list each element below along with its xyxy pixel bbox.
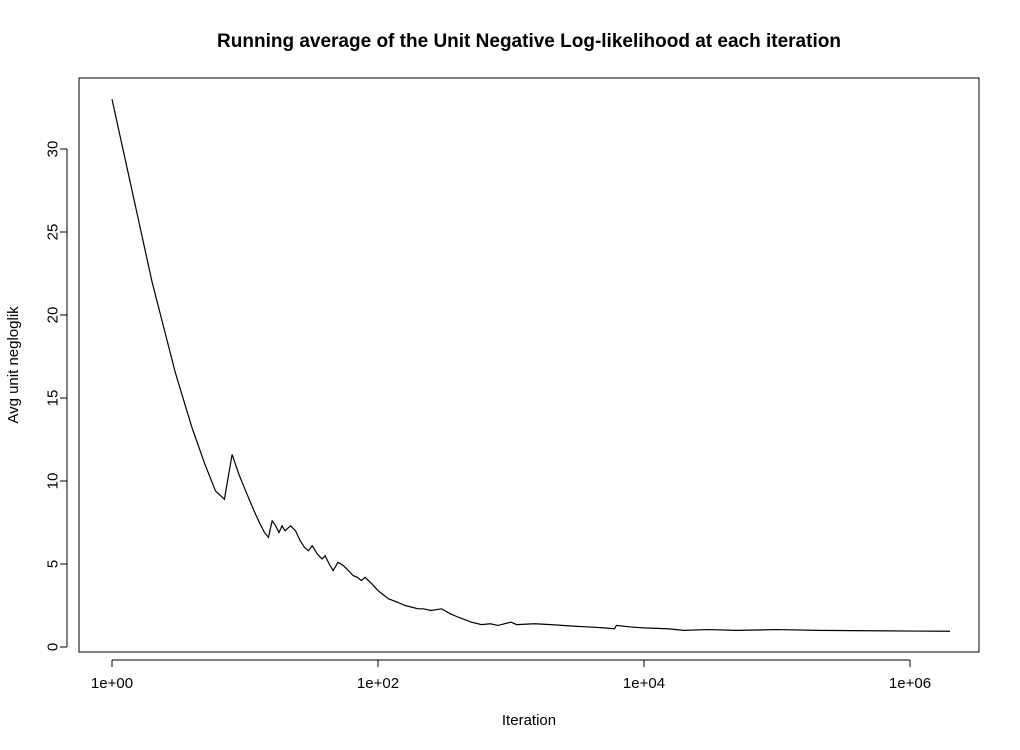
x-tick-label-2: 1e+04 [623, 675, 665, 692]
x-tick-label-3: 1e+06 [889, 675, 931, 692]
y-tick-label-1: 5 [45, 560, 62, 568]
y-axis-label: Avg unit negloglik [5, 306, 22, 424]
x-axis-label: Iteration [502, 712, 556, 729]
x-ticks: 1e+00 1e+02 1e+04 1e+06 [91, 660, 931, 692]
y-tick-label-2: 10 [45, 473, 62, 490]
y-tick-label-3: 15 [45, 390, 62, 407]
y-tick-label-0: 0 [45, 643, 62, 651]
plot-box [78, 77, 980, 653]
x-tick-label-1: 1e+02 [357, 675, 399, 692]
chart-title: Running average of the Unit Negative Log… [217, 31, 841, 52]
y-tick-label-4: 20 [45, 307, 62, 324]
y-tick-label-6: 30 [45, 141, 62, 158]
series-line [111, 99, 951, 632]
y-ticks: 0 5 10 15 20 25 30 [45, 141, 67, 651]
y-tick-label-5: 25 [45, 224, 62, 241]
x-tick-label-0: 1e+00 [91, 675, 133, 692]
